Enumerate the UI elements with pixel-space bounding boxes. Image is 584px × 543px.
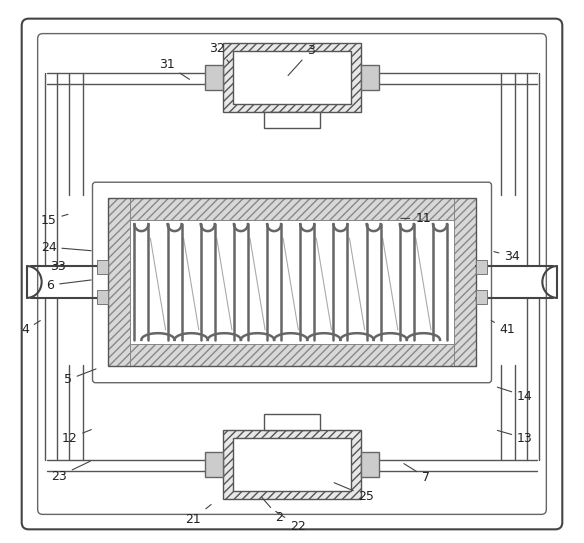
Text: 6: 6 bbox=[46, 279, 91, 292]
Text: 4: 4 bbox=[21, 320, 40, 337]
Text: 3: 3 bbox=[288, 44, 315, 75]
Text: 14: 14 bbox=[498, 387, 533, 402]
Text: 33: 33 bbox=[50, 260, 91, 273]
Bar bbox=[361, 452, 379, 477]
Bar bbox=[475, 260, 488, 274]
Bar bbox=[109, 198, 475, 220]
Text: 23: 23 bbox=[51, 461, 91, 483]
Text: 41: 41 bbox=[491, 320, 516, 337]
Bar bbox=[96, 260, 109, 274]
Text: 21: 21 bbox=[185, 504, 211, 526]
Text: 7: 7 bbox=[404, 464, 430, 484]
Text: 15: 15 bbox=[40, 213, 68, 226]
Text: 2: 2 bbox=[262, 497, 283, 524]
Bar bbox=[109, 198, 130, 366]
Text: 22: 22 bbox=[276, 512, 305, 533]
Bar bbox=[233, 438, 351, 491]
Text: 12: 12 bbox=[61, 430, 91, 445]
Bar bbox=[205, 452, 223, 477]
Bar bbox=[223, 42, 361, 112]
Text: 34: 34 bbox=[494, 250, 520, 263]
Text: 13: 13 bbox=[498, 431, 533, 445]
Bar bbox=[130, 220, 454, 344]
Bar bbox=[264, 414, 320, 430]
Bar bbox=[96, 290, 109, 304]
Text: 32: 32 bbox=[210, 42, 229, 62]
Bar bbox=[361, 65, 379, 91]
Text: 5: 5 bbox=[64, 369, 96, 386]
Bar bbox=[233, 50, 351, 104]
Text: 25: 25 bbox=[334, 483, 374, 503]
Bar bbox=[454, 198, 475, 366]
Text: 31: 31 bbox=[159, 58, 189, 79]
Bar bbox=[205, 65, 223, 91]
Text: 24: 24 bbox=[41, 241, 91, 254]
Bar bbox=[109, 344, 475, 366]
Bar bbox=[223, 430, 361, 500]
Text: 11: 11 bbox=[401, 212, 431, 225]
Bar bbox=[109, 198, 475, 366]
Bar bbox=[264, 112, 320, 128]
Bar bbox=[475, 290, 488, 304]
